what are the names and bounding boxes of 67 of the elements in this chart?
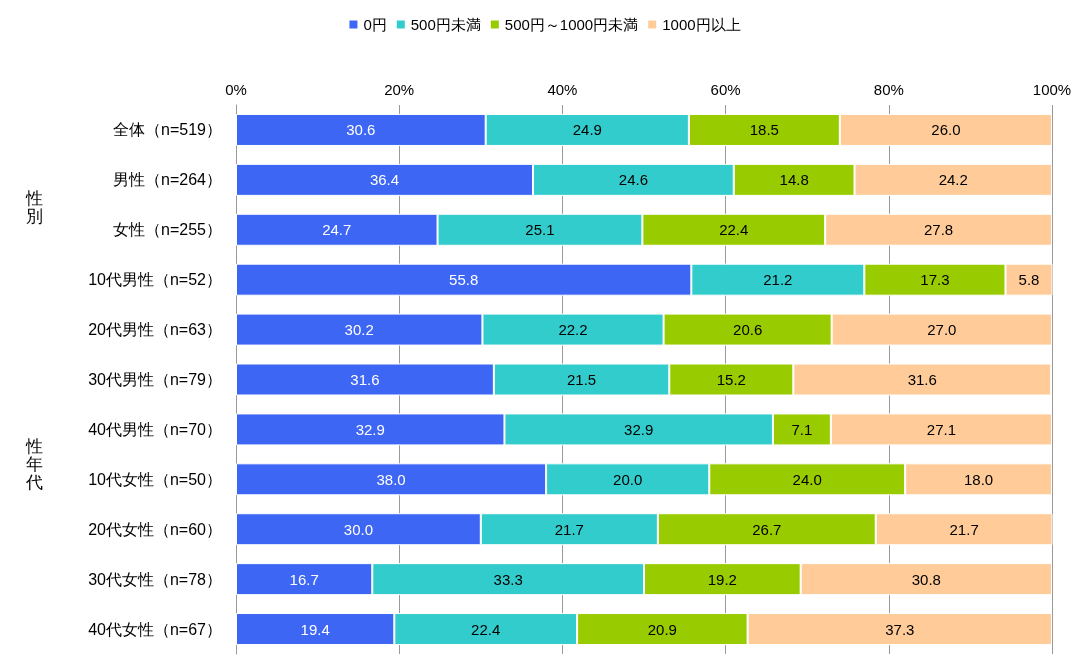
data-label: 38.0 bbox=[376, 470, 406, 488]
data-label: 21.7 bbox=[554, 520, 584, 538]
data-label: 27.1 bbox=[926, 420, 957, 438]
data-label: 20.0 bbox=[613, 470, 643, 488]
data-label: 21.7 bbox=[949, 520, 979, 538]
data-label: 36.4 bbox=[369, 171, 400, 189]
y-tick-label: 女性（n=255） bbox=[113, 221, 222, 239]
data-label: 21.5 bbox=[566, 371, 597, 388]
data-label: 30.8 bbox=[911, 570, 941, 588]
legend-label: 500円未満 bbox=[410, 16, 481, 33]
data-label: 31.6 bbox=[907, 371, 937, 388]
data-label: 17.3 bbox=[920, 271, 950, 289]
data-label: 19.4 bbox=[300, 620, 330, 638]
data-label: 33.3 bbox=[493, 570, 523, 588]
data-label: 37.3 bbox=[885, 620, 915, 638]
legend-label: 0円 bbox=[363, 16, 387, 33]
x-tick-label: 100% bbox=[1032, 81, 1072, 98]
y-tick-label: 男性（n=264） bbox=[113, 171, 222, 189]
data-label: 7.1 bbox=[791, 420, 813, 438]
data-label: 22.2 bbox=[558, 321, 588, 339]
y-tick-label: 30代女性（n=78） bbox=[88, 570, 222, 588]
y-tick-label: 30代男性（n=79） bbox=[88, 371, 222, 388]
y-tick-label: 40代女性（n=67） bbox=[88, 620, 222, 638]
data-label: 30.6 bbox=[346, 121, 376, 139]
x-tick-label: 20% bbox=[384, 81, 415, 98]
data-label: 32.9 bbox=[355, 420, 385, 438]
data-label: 24.9 bbox=[572, 121, 602, 139]
y-tick-label: 10代男性（n=52） bbox=[88, 271, 222, 289]
data-label: 32.9 bbox=[624, 420, 654, 438]
y-tick-label: 全体（n=519） bbox=[113, 121, 222, 139]
data-label: 5.8 bbox=[1018, 271, 1040, 289]
text: 性年代 bbox=[25, 437, 43, 493]
data-label: 24.0 bbox=[792, 470, 822, 488]
data-label: 22.4 bbox=[471, 620, 501, 638]
x-tick-label: 60% bbox=[710, 81, 741, 98]
data-label: 21.2 bbox=[763, 271, 793, 289]
legend-label: 1000円以上 bbox=[662, 16, 741, 33]
x-tick-label: 80% bbox=[873, 81, 904, 98]
data-label: 24.2 bbox=[938, 171, 968, 189]
data-label: 55.8 bbox=[449, 271, 479, 289]
data-label: 31.6 bbox=[350, 371, 380, 388]
y-tick-label: 40代男性（n=70） bbox=[88, 420, 222, 438]
legend-label: 500円～1000円未満 bbox=[504, 16, 639, 33]
y-tick-label: 20代男性（n=63） bbox=[88, 321, 222, 339]
y-tick-label: 10代女性（n=50） bbox=[88, 470, 222, 488]
data-label: 26.7 bbox=[752, 520, 782, 538]
data-label: 27.0 bbox=[927, 321, 957, 339]
data-label: 25.1 bbox=[525, 221, 555, 239]
x-tick-label: 40% bbox=[547, 81, 578, 98]
data-label: 22.4 bbox=[719, 221, 749, 239]
data-label: 18.0 bbox=[963, 470, 994, 488]
data-label: 14.8 bbox=[779, 171, 809, 189]
data-label: 20.9 bbox=[647, 620, 677, 638]
data-label: 15.2 bbox=[716, 371, 746, 388]
data-label: 24.7 bbox=[322, 221, 352, 239]
data-label: 27.8 bbox=[923, 221, 954, 239]
data-label: 24.6 bbox=[618, 171, 648, 189]
data-label: 30.2 bbox=[344, 321, 374, 339]
data-label: 20.6 bbox=[733, 321, 763, 339]
data-label: 26.0 bbox=[931, 121, 961, 139]
data-label: 16.7 bbox=[289, 570, 319, 588]
y-tick-label: 20代女性（n=60） bbox=[88, 520, 222, 538]
data-label: 30.0 bbox=[343, 520, 373, 538]
text: 性別 bbox=[25, 189, 43, 227]
data-label: 18.5 bbox=[749, 121, 779, 139]
data-label: 19.2 bbox=[707, 570, 737, 588]
x-tick-label: 0% bbox=[225, 81, 247, 98]
